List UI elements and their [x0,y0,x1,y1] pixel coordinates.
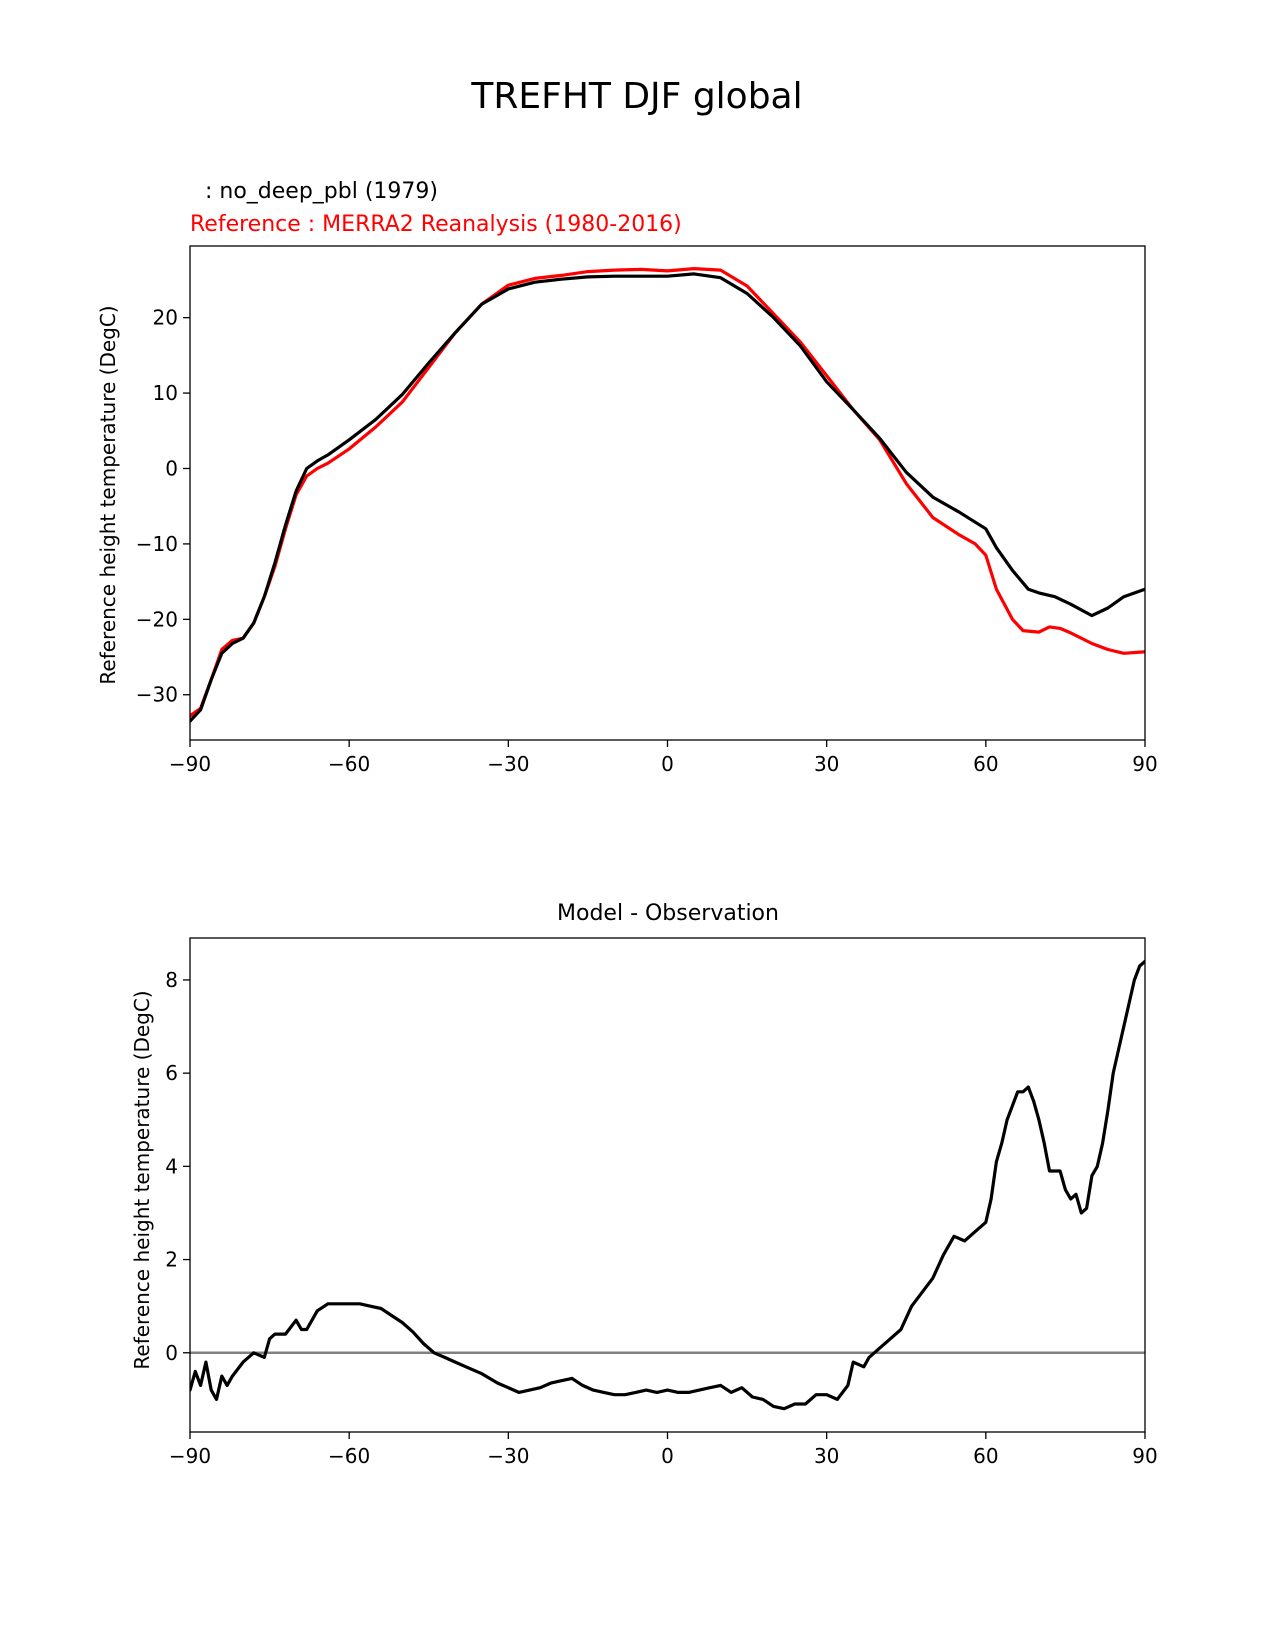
x-tick-label: 30 [814,752,839,776]
reference-label: Reference : MERRA2 Reanalysis (1980-2016… [190,212,682,237]
difference-series-line [190,959,1145,1411]
x-tick-label: −30 [487,752,529,776]
x-tick-label: 90 [1132,1444,1157,1468]
y-tick-label: 8 [165,968,178,992]
y-tick-label: 4 [165,1154,178,1178]
y-tick-label: 0 [165,1341,178,1365]
x-tick-label: −30 [487,1444,529,1468]
x-tick-label: 30 [814,1444,839,1468]
x-tick-label: −60 [328,1444,370,1468]
y-tick-label: −20 [136,607,178,631]
x-tick-label: 0 [661,1444,674,1468]
x-tick-label: −90 [169,1444,211,1468]
y-tick-label: 0 [165,456,178,480]
axes-frame [189,245,1146,741]
test-series-line [190,272,1145,723]
x-tick-label: 0 [661,752,674,776]
y-tick-label: 10 [153,381,178,405]
y-tick-label: −30 [136,683,178,707]
figure-title: TREFHT DJF global [470,76,802,117]
bottom-ylabel: Reference height temperature (DegC) [130,990,154,1369]
test-label: : no_deep_pbl (1979) [205,179,438,204]
y-tick-label: −10 [136,532,178,556]
x-tick-label: 60 [973,1444,998,1468]
axes-frame [189,937,1146,1433]
plot-area [190,267,1145,723]
bottom-panel: −90 −60 −30 0 30 60 90 0 2 4 6 8 [165,937,1158,1468]
x-tick-label: 60 [973,752,998,776]
top-ylabel: Reference height temperature (DegC) [96,305,120,684]
x-tick-label: −60 [328,752,370,776]
x-tick-label: −90 [169,752,211,776]
diff-title: Model - Observation [557,901,779,926]
y-tick-label: 20 [153,306,178,330]
plot-area [190,959,1145,1411]
y-tick-label: 6 [165,1061,178,1085]
x-tick-label: 90 [1132,752,1157,776]
top-panel: −90 −60 −30 0 30 60 90 −30 −20 −10 0 10 20 [136,245,1158,776]
y-tick-label: 2 [165,1248,178,1272]
